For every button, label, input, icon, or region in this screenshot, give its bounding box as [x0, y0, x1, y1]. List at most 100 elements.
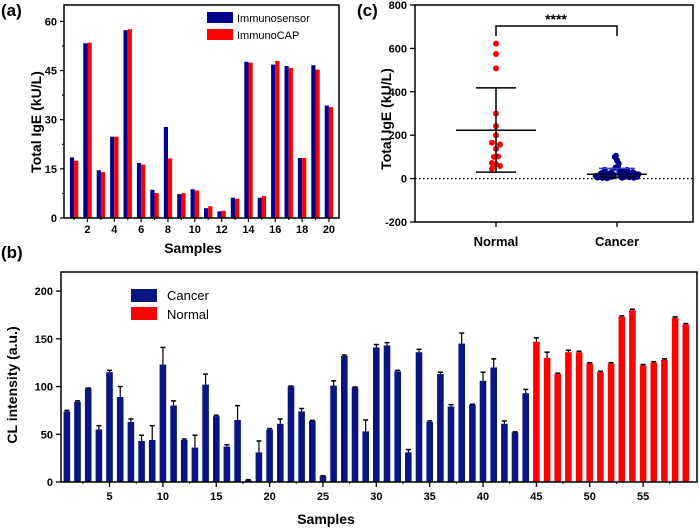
- y-tick-label: 800: [389, 0, 407, 12]
- y-tick-label: 200: [389, 130, 407, 142]
- bar-cancer-27: [341, 356, 348, 482]
- y-tick-label: 0: [47, 477, 53, 489]
- bar-immunocap-19: [315, 69, 320, 218]
- panel-a-plot: 0 15 30 45 60 2 4 6 8 10 12 14 16 18 20: [45, 4, 340, 236]
- panel-b-frame: [60, 271, 698, 483]
- x-tick-label: 10: [189, 224, 201, 236]
- panel-a-legend: Immunosensor ImmunoCAP: [207, 12, 310, 42]
- bar-normal-59: [682, 324, 690, 482]
- bar-cancer-20: [266, 429, 273, 482]
- significance-label: ****: [545, 11, 567, 27]
- bar-cancer-28: [351, 387, 359, 482]
- y-tick-label: 150: [35, 334, 53, 346]
- bar-cancer-10: [159, 364, 167, 482]
- y-tick-label: 100: [35, 382, 53, 394]
- bar-immunocap-14: [248, 62, 253, 219]
- x-tick-label: 25: [317, 491, 329, 503]
- bar-cancer-40: [479, 380, 487, 482]
- bar-cancer-14: [202, 384, 209, 482]
- point-normal: [497, 163, 503, 169]
- bar-immunosensor-12: [217, 211, 222, 218]
- panel-c-label: (c): [357, 1, 378, 20]
- bar-immunocap-20: [328, 107, 334, 218]
- significance-bracket: [495, 25, 618, 36]
- panel-a-xlabel: Samples: [164, 240, 222, 256]
- panel-b-xlabel: Samples: [297, 511, 355, 527]
- bar-cancer-17: [234, 420, 241, 482]
- bar-cancer-30: [373, 347, 380, 482]
- panel-c-frame: [414, 4, 694, 223]
- x-tick-label: 15: [210, 491, 222, 503]
- bar-immunocap-6: [141, 164, 146, 218]
- bar-cancer-9: [148, 440, 156, 482]
- y-tick-label: -200: [385, 217, 407, 229]
- y-tick-label: 200: [35, 286, 53, 298]
- bar-cancer-12: [180, 440, 188, 482]
- x-tick-label: 10: [157, 491, 169, 503]
- legend-label-immunocap: ImmunoCAP: [237, 30, 299, 42]
- point-cancer: [615, 160, 622, 167]
- bar-cancer-4: [95, 429, 103, 482]
- bar-normal-56: [650, 362, 658, 482]
- bar-immunocap-1: [74, 160, 79, 218]
- bar-immunosensor-18: [297, 158, 303, 218]
- bar-cancer-25: [319, 476, 327, 482]
- point-normal: [489, 139, 495, 146]
- bar-cancer-24: [309, 420, 316, 482]
- bar-immunosensor-16: [271, 64, 276, 218]
- bar-immunocap-16: [275, 61, 280, 218]
- y-tick-label: 30: [45, 115, 57, 127]
- x-tick-label: 2: [84, 224, 90, 236]
- panel-c-plot: -200 0 200 400 600 800 Normal Cancer: [385, 0, 694, 249]
- panel-b-ylabel: CL intensity (a.u.): [4, 326, 20, 443]
- x-tick-label: 16: [269, 224, 281, 236]
- bar-normal-51: [597, 372, 604, 482]
- bar-normal-47: [554, 374, 561, 482]
- legend-label-immunosensor: Immunosensor: [237, 13, 310, 25]
- bar-normal-49: [575, 352, 583, 482]
- bar-cancer-11: [170, 405, 177, 482]
- bar-cancer-31: [383, 345, 391, 482]
- bar-immunocap-8: [168, 158, 173, 218]
- bar-immunosensor-3: [96, 170, 101, 218]
- x-tick-label: 30: [370, 491, 382, 503]
- x-tick-label: 20: [323, 224, 335, 236]
- bar-cancer-8: [138, 441, 145, 482]
- bar-immunocap-4: [114, 136, 119, 218]
- x-tick-label: 35: [424, 491, 436, 503]
- x-tick-label: 50: [584, 491, 596, 503]
- point-normal: [497, 141, 503, 148]
- bar-cancer-21: [277, 423, 284, 482]
- bar-normal-54: [629, 310, 636, 482]
- bar-cancer-32: [394, 371, 401, 482]
- x-tick-label: 12: [215, 224, 227, 236]
- bar-immunosensor-15: [257, 197, 262, 218]
- x-tick-label: 4: [111, 224, 118, 236]
- bar-cancer-33: [405, 452, 412, 482]
- bar-immunocap-17: [288, 67, 293, 219]
- bar-cancer-36: [437, 374, 444, 482]
- panel-b-plot: 0 50 100 150 200 5 10 15 20 25 30 35 40 45 50 55: [35, 271, 698, 503]
- bar-normal-53: [618, 316, 626, 482]
- bar-immunocap-5: [127, 29, 132, 219]
- y-tick-label: 600: [389, 43, 407, 55]
- legend-swatch-immunosensor: [207, 12, 233, 23]
- bar-cancer-37: [447, 406, 455, 482]
- bar-immunocap-2: [87, 42, 92, 219]
- bar-immunocap-10: [194, 190, 199, 218]
- y-tick-label: 60: [45, 16, 57, 28]
- legend-swatch-immunocap: [207, 29, 233, 40]
- x-tick-label: 45: [530, 491, 542, 503]
- bar-immunocap-7: [154, 193, 159, 218]
- bar-normal-55: [639, 365, 647, 482]
- x-tick-label: 14: [242, 224, 255, 236]
- bar-cancer-29: [362, 431, 369, 482]
- bar-immunocap-9: [181, 193, 186, 218]
- bar-cancer-7: [127, 421, 135, 482]
- bar-immunosensor-14: [244, 61, 249, 219]
- bar-immunocap-3: [100, 172, 106, 218]
- bar-normal-45: [533, 341, 540, 482]
- bar-immunosensor-8: [163, 126, 168, 218]
- bar-immunosensor-2: [83, 43, 88, 218]
- bar-immunosensor-10: [190, 189, 195, 218]
